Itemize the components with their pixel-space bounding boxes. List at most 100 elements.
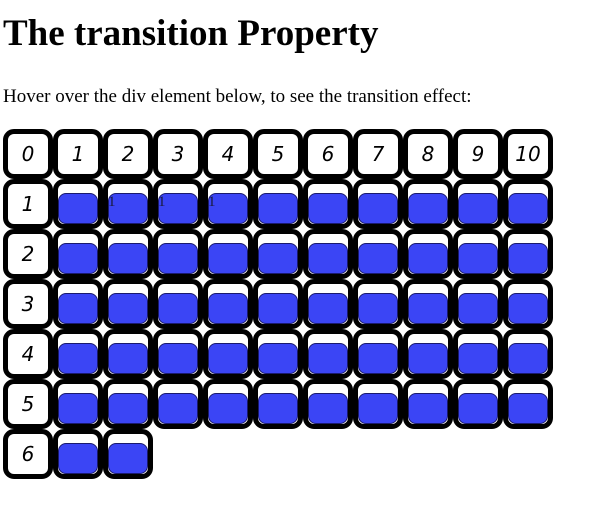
box-fill	[258, 193, 298, 224]
box-fill	[458, 343, 498, 374]
transition-box[interactable]: 1	[103, 179, 153, 229]
transition-box[interactable]	[253, 229, 303, 279]
box-fill	[158, 293, 198, 324]
transition-box[interactable]	[403, 279, 453, 329]
transition-box[interactable]	[453, 379, 503, 429]
box-fill	[108, 443, 148, 474]
box-fill	[408, 393, 448, 424]
box-fill	[508, 343, 548, 374]
column-label-7: 7	[353, 129, 403, 179]
box-fill	[108, 193, 148, 224]
row-label-1: 1	[3, 179, 53, 229]
box-fill	[308, 243, 348, 274]
box-fill	[158, 243, 198, 274]
transition-box[interactable]	[153, 329, 203, 379]
transition-box[interactable]	[353, 379, 403, 429]
transition-box[interactable]	[303, 279, 353, 329]
transition-box[interactable]	[503, 329, 553, 379]
column-label-10: 10	[503, 129, 553, 179]
transition-box[interactable]	[453, 329, 503, 379]
transition-box[interactable]	[303, 329, 353, 379]
column-label-1: 1	[53, 129, 103, 179]
box-fill	[408, 243, 448, 274]
transition-box[interactable]	[253, 279, 303, 329]
transition-box[interactable]	[53, 279, 103, 329]
transition-box[interactable]	[203, 329, 253, 379]
transition-box[interactable]	[503, 179, 553, 229]
box-fill	[508, 243, 548, 274]
page-title: The transition Property	[3, 13, 379, 54]
box-fill	[108, 243, 148, 274]
transition-box[interactable]	[103, 429, 153, 479]
transition-box[interactable]	[303, 179, 353, 229]
transition-box[interactable]	[203, 279, 253, 329]
transition-box[interactable]	[53, 229, 103, 279]
box-fill	[208, 393, 248, 424]
box-fill	[208, 193, 248, 224]
transition-box[interactable]	[453, 279, 503, 329]
transition-box[interactable]	[353, 329, 403, 379]
transition-box[interactable]	[403, 329, 453, 379]
transition-box[interactable]	[153, 229, 203, 279]
column-label-4: 4	[203, 129, 253, 179]
box-fill	[58, 293, 98, 324]
transition-box[interactable]	[453, 229, 503, 279]
box-fill	[308, 193, 348, 224]
transition-box[interactable]	[103, 229, 153, 279]
transition-box[interactable]: 1	[203, 179, 253, 229]
column-label-6: 6	[303, 129, 353, 179]
transition-box[interactable]: 1	[153, 179, 203, 229]
column-label-2: 2	[103, 129, 153, 179]
box-fill	[58, 343, 98, 374]
transition-box[interactable]	[153, 279, 203, 329]
box-fill	[58, 193, 98, 224]
transition-box[interactable]	[153, 379, 203, 429]
box-fill	[458, 293, 498, 324]
row-label-4: 4	[3, 329, 53, 379]
transition-box[interactable]	[403, 179, 453, 229]
box-fill	[358, 343, 398, 374]
transition-box[interactable]	[353, 179, 403, 229]
box-number: 1	[208, 194, 216, 210]
transition-box[interactable]	[503, 379, 553, 429]
transition-box[interactable]	[303, 229, 353, 279]
transition-box[interactable]	[253, 329, 303, 379]
box-number: 1	[108, 194, 116, 210]
transition-box[interactable]	[53, 179, 103, 229]
transition-box[interactable]	[53, 329, 103, 379]
transition-box[interactable]	[403, 379, 453, 429]
transition-box[interactable]	[253, 179, 303, 229]
transition-box[interactable]	[403, 229, 453, 279]
transition-box[interactable]	[53, 429, 103, 479]
transition-box[interactable]	[203, 229, 253, 279]
row-label-5: 5	[3, 379, 53, 429]
transition-box[interactable]	[103, 329, 153, 379]
box-fill	[108, 343, 148, 374]
box-fill	[258, 393, 298, 424]
transition-box[interactable]	[53, 379, 103, 429]
box-fill	[258, 243, 298, 274]
box-fill	[308, 393, 348, 424]
transition-box[interactable]	[503, 229, 553, 279]
transition-grid: 0 1 2 3 4 5 6 7 8 9 10 1 1 1 1 2 3 4 5 6	[3, 129, 563, 519]
box-fill	[158, 393, 198, 424]
box-number: 1	[158, 194, 166, 210]
column-label-5: 5	[253, 129, 303, 179]
box-fill	[408, 343, 448, 374]
transition-box[interactable]	[303, 379, 353, 429]
box-fill	[508, 293, 548, 324]
box-fill	[358, 193, 398, 224]
box-fill	[458, 193, 498, 224]
transition-box[interactable]	[253, 379, 303, 429]
transition-box[interactable]	[203, 379, 253, 429]
transition-box[interactable]	[353, 229, 403, 279]
transition-box[interactable]	[103, 379, 153, 429]
box-fill	[258, 343, 298, 374]
transition-box[interactable]	[453, 179, 503, 229]
transition-box[interactable]	[503, 279, 553, 329]
box-fill	[208, 243, 248, 274]
transition-box[interactable]	[103, 279, 153, 329]
transition-box[interactable]	[353, 279, 403, 329]
box-fill	[408, 193, 448, 224]
box-fill	[308, 343, 348, 374]
